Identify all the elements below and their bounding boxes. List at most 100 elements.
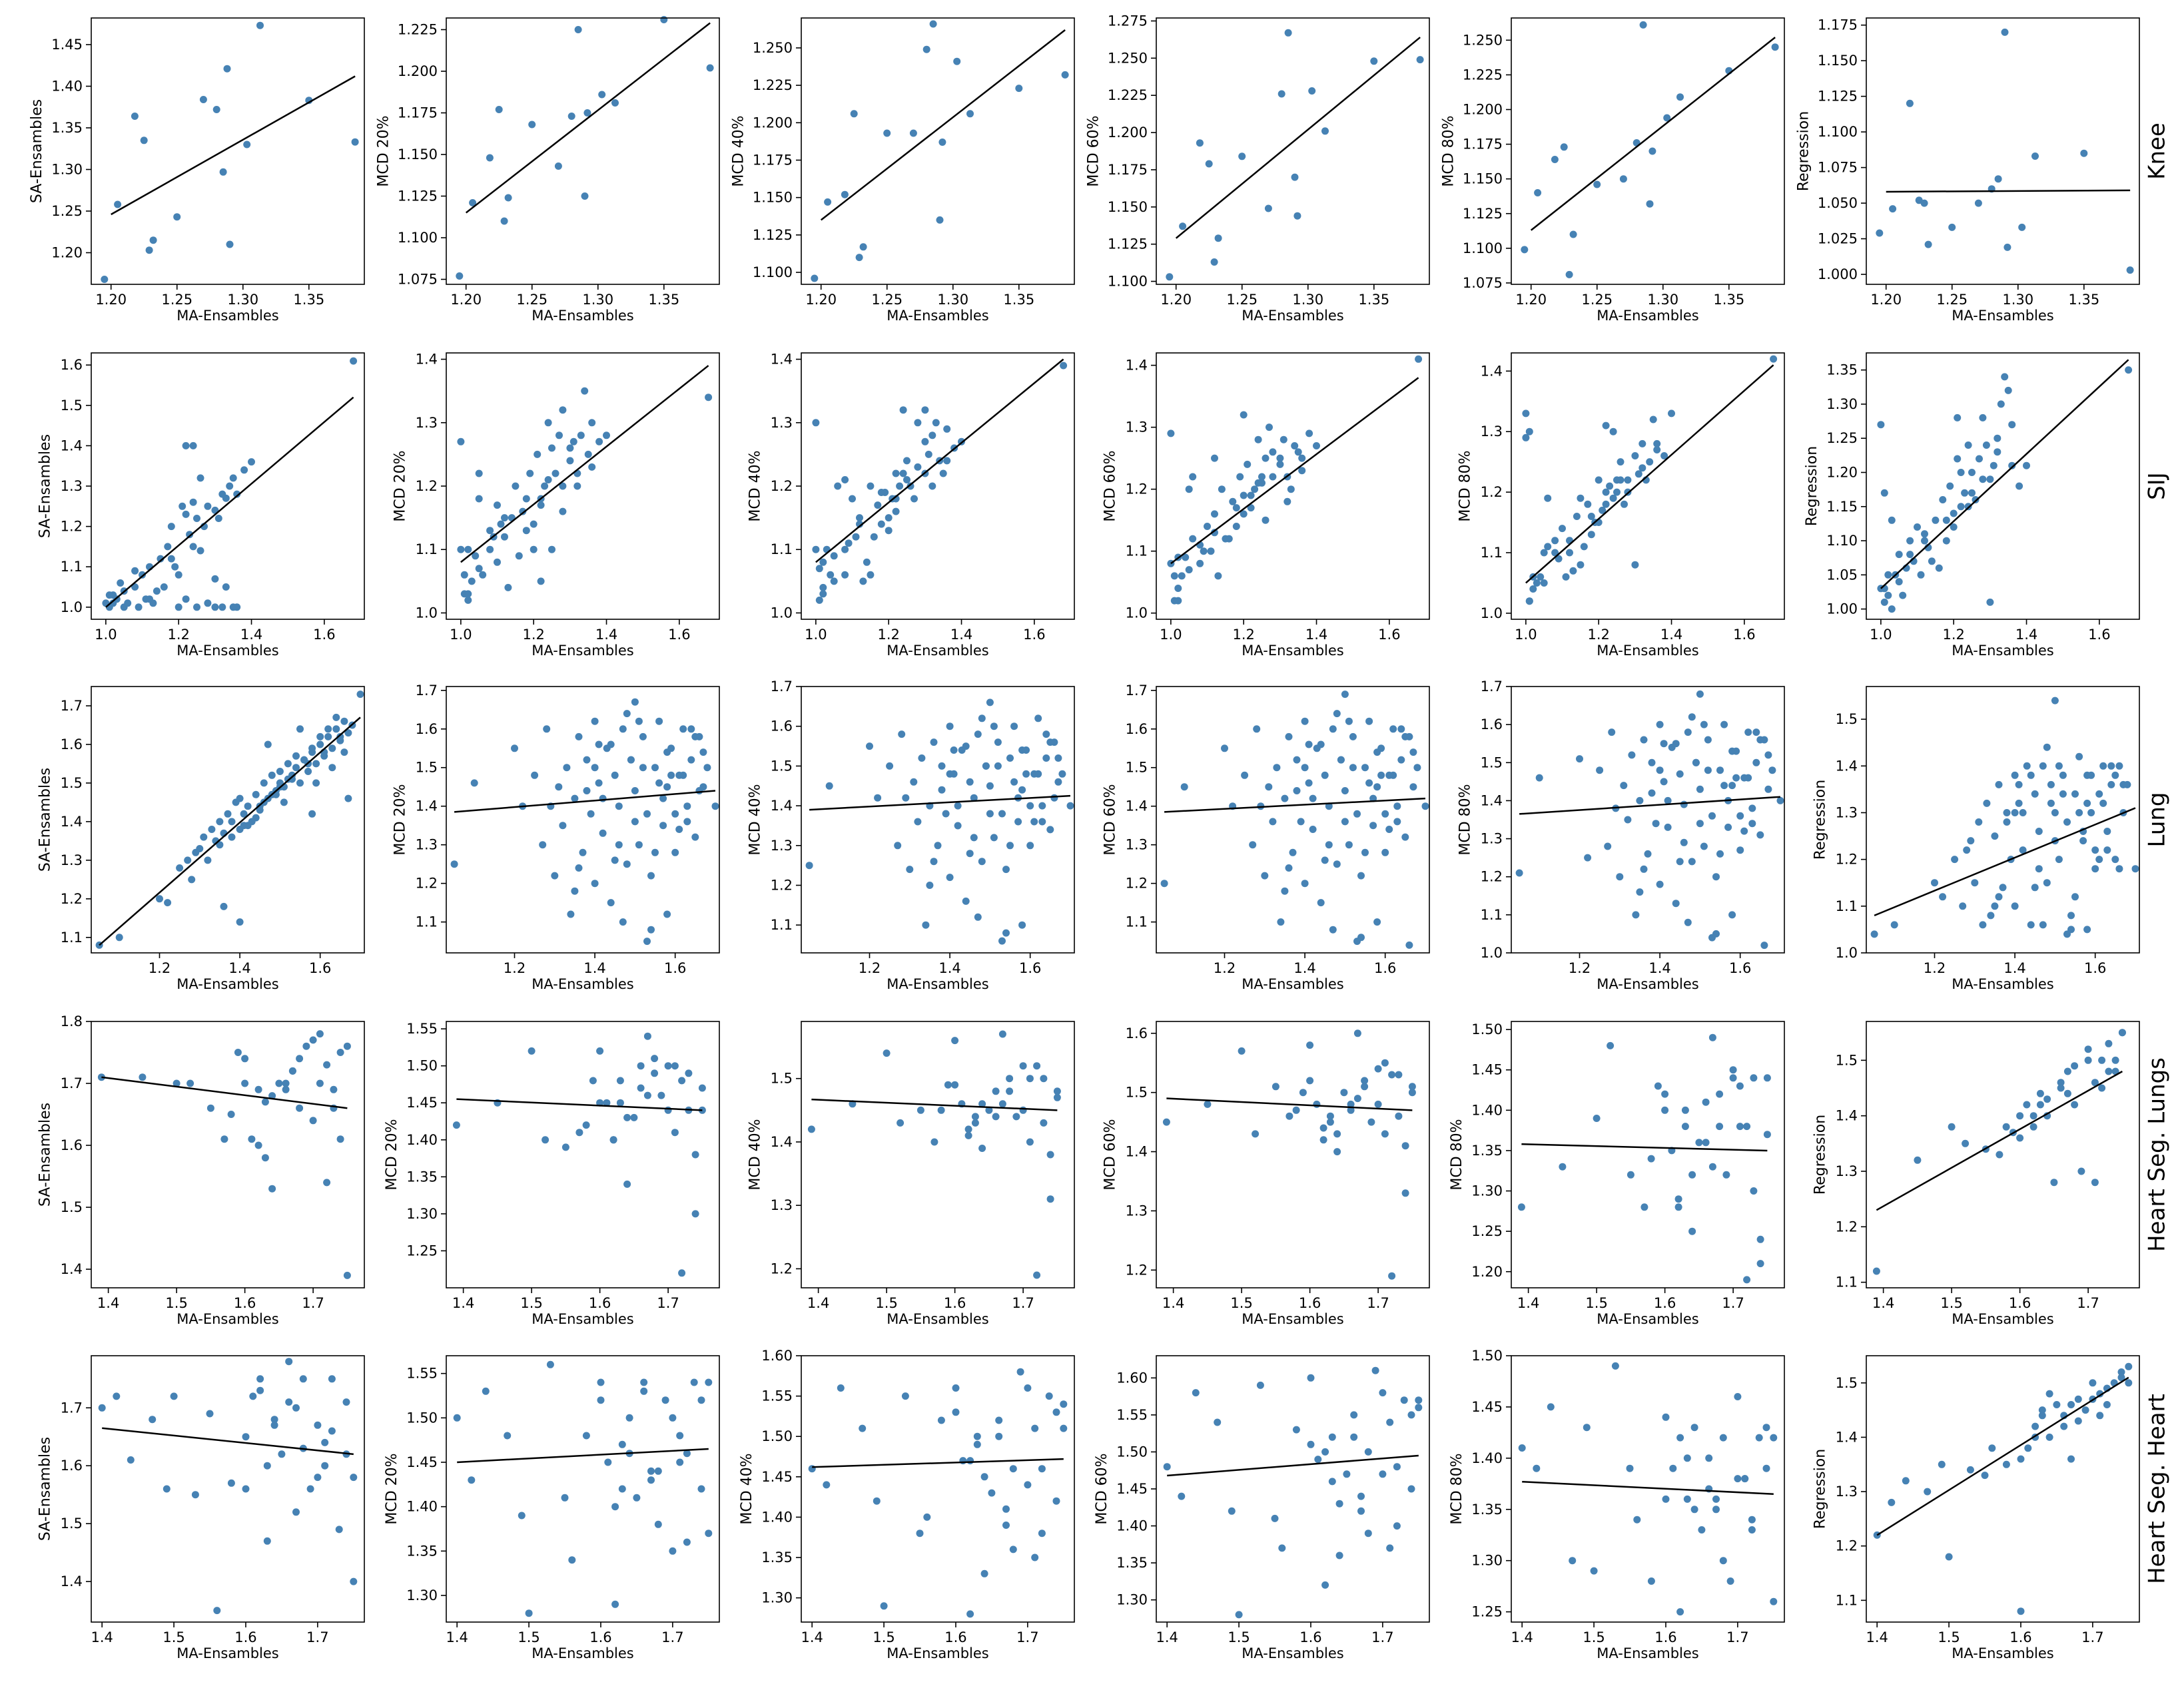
y-tick-label: 1.3 [1126, 837, 1148, 853]
y-tick-label: 1.150 [753, 190, 793, 206]
data-point [328, 764, 336, 772]
data-point [343, 1042, 351, 1050]
x-tick-label: 1.4 [1162, 1295, 1184, 1311]
data-point [1613, 488, 1621, 496]
data-point [2001, 28, 2009, 36]
data-point [1249, 841, 1257, 849]
data-point [990, 722, 998, 730]
x-tick-label: 1.5 [518, 1629, 540, 1645]
data-point [1684, 728, 1692, 736]
data-point [619, 918, 627, 926]
data-point [1609, 494, 1617, 502]
data-point [1367, 1118, 1375, 1126]
data-point [1888, 1498, 1896, 1506]
y-axis-label: SA-Ensambles [29, 99, 45, 203]
data-point [1950, 523, 1958, 531]
data-point [964, 1131, 972, 1139]
data-point [2125, 366, 2133, 374]
data-point [1967, 837, 1975, 845]
data-point [1537, 573, 1545, 581]
data-point [296, 779, 304, 787]
data-point [856, 514, 863, 522]
data-point [2018, 223, 2026, 231]
y-tick-label: 1.5 [61, 1516, 83, 1532]
regression-line [1164, 797, 1426, 813]
data-point [282, 1085, 290, 1093]
data-point [903, 457, 910, 465]
data-point [2084, 1045, 2092, 1053]
data-point [1734, 1393, 1742, 1400]
data-point [916, 1106, 924, 1114]
data-point [2029, 1112, 2037, 1120]
y-tick-label: 1.7 [61, 1075, 83, 1091]
y-tick-label: 1.0 [61, 599, 83, 615]
x-tick-label: 1.25 [1226, 292, 1258, 308]
y-tick-label: 1.30 [1471, 1553, 1503, 1569]
regression-line [1525, 364, 1774, 584]
data-point [1962, 1139, 1970, 1147]
data-point [1353, 1095, 1361, 1103]
data-point [241, 1055, 249, 1063]
data-point [1393, 1463, 1401, 1471]
x-tick-label: 1.2 [1924, 960, 1946, 976]
x-tick-label: 1.4 [801, 1629, 823, 1645]
data-point [1305, 740, 1313, 748]
y-tick-label: 1.3 [771, 838, 793, 854]
x-tick-label: 1.0 [1160, 627, 1182, 643]
data-point [603, 1099, 611, 1107]
data-point [579, 848, 587, 856]
x-tick-label: 1.5 [165, 1295, 187, 1311]
y-axis-label: Regression [1812, 780, 1829, 860]
data-point [2063, 930, 2071, 938]
subplot-r0-c3: 1.20 1.25 1.30 1.351.1001.1251.1501.1751.20… [1086, 13, 1430, 324]
data-point [186, 1079, 194, 1087]
y-tick-label: 1.125 [398, 188, 438, 204]
data-point [1009, 1465, 1017, 1473]
data-point [2071, 790, 2079, 798]
y-tick-label: 1.10 [1826, 533, 1858, 549]
x-axis-label: MA-Ensambles [1952, 643, 2053, 659]
data-point [1748, 1526, 1756, 1534]
scatter-points [1163, 1366, 1423, 1619]
data-point [892, 507, 900, 515]
data-point [1269, 473, 1277, 481]
y-tick-label: 1.1 [416, 541, 438, 557]
data-point [109, 599, 117, 607]
data-point [1240, 491, 1248, 499]
y-axis-label: Regression [1812, 1115, 1829, 1195]
subplot-r0-c4: 1.20 1.25 1.30 1.351.0751.1001.1251.1501.17… [1441, 17, 1785, 324]
data-point [1299, 1089, 1307, 1097]
data-point [1902, 1477, 1910, 1485]
data-point [630, 1113, 638, 1121]
data-point [1906, 551, 1914, 559]
data-point [1636, 796, 1644, 804]
data-point [453, 1414, 461, 1422]
data-point [1762, 1464, 1770, 1472]
data-point [1015, 85, 1023, 93]
data-point [1058, 770, 1066, 778]
x-axis-label: MA-Ensambles [887, 308, 988, 324]
data-point [974, 730, 982, 738]
x-tick-label: 1.25 [516, 292, 547, 308]
data-point [1628, 751, 1636, 759]
y-tick-label: 1.15 [1826, 499, 1858, 515]
y-tick-label: 1.25 [1826, 430, 1858, 446]
data-point [543, 725, 551, 733]
data-point [1740, 827, 1748, 835]
data-point [127, 1456, 135, 1464]
y-axis-label: MCD 60% [1094, 1453, 1110, 1524]
x-tick-label: 1.6 [944, 1629, 966, 1645]
data-point [1026, 1075, 1034, 1083]
data-point [1350, 1433, 1358, 1441]
data-point [2117, 1374, 2125, 1382]
data-point [679, 725, 687, 733]
data-point [1680, 838, 1688, 846]
data-point [1619, 175, 1627, 183]
y-tick-label: 1.2 [416, 478, 438, 494]
x-tick-label: 1.30 [937, 292, 968, 308]
axes-frame [1866, 1021, 2140, 1288]
data-point [2111, 771, 2119, 779]
data-point [323, 1061, 331, 1069]
data-point [343, 1271, 351, 1279]
scatter-points [101, 21, 359, 283]
